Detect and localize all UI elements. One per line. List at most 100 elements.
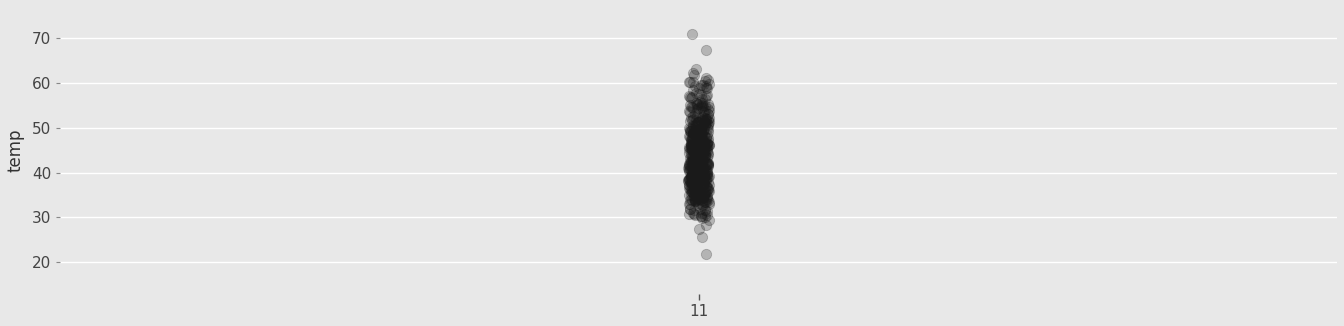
Point [685,149,707,155]
Point [685,123,707,128]
Point [684,160,706,165]
Point [692,145,714,150]
Point [694,171,715,176]
Point [680,189,702,194]
Point [681,141,703,146]
Point [680,105,702,110]
Point [689,166,711,171]
Point [681,137,703,142]
Point [687,140,708,145]
Point [696,171,718,177]
Point [683,155,704,160]
Point [681,31,703,37]
Point [689,136,711,141]
Point [689,191,711,196]
Point [680,129,702,134]
Point [681,136,703,141]
Point [684,184,706,189]
Point [694,140,715,145]
Point [689,140,711,145]
Point [681,179,703,184]
Point [684,130,706,135]
Point [688,126,710,132]
Point [688,126,710,132]
Point [698,122,719,127]
Point [692,118,714,123]
Point [689,156,711,162]
Point [683,190,704,196]
Point [698,201,719,206]
Point [681,135,703,141]
Point [698,77,719,82]
Point [694,172,715,178]
Point [684,173,706,178]
Point [683,207,704,213]
Point [685,143,707,148]
Point [698,143,719,148]
Point [696,155,718,160]
Point [695,139,716,144]
Point [684,179,706,184]
Point [681,104,703,109]
Point [679,109,700,114]
Point [694,182,715,187]
Point [688,195,710,200]
Point [680,115,702,121]
Point [696,199,718,204]
Point [689,182,711,187]
Point [689,198,711,203]
Point [688,137,710,142]
Point [696,168,718,173]
Point [698,180,719,185]
Point [691,100,712,106]
Point [689,163,711,168]
Point [679,150,700,156]
Point [689,148,711,154]
Point [679,167,700,172]
Point [696,126,718,131]
Point [688,152,710,157]
Point [691,181,712,186]
Point [696,252,718,257]
Point [689,149,711,154]
Point [685,197,707,202]
Point [689,192,711,198]
Point [680,196,702,201]
Point [688,146,710,151]
Point [696,141,718,146]
Point [694,144,715,149]
Point [684,127,706,133]
Point [692,164,714,170]
Point [691,149,712,154]
Point [680,150,702,156]
Point [687,182,708,187]
Point [685,136,707,141]
Point [694,121,715,126]
Point [683,172,704,177]
Point [698,82,719,87]
Point [694,189,715,195]
Point [696,140,718,145]
Point [684,112,706,117]
Point [695,85,716,90]
Point [696,142,718,147]
Point [688,91,710,96]
Point [692,115,714,120]
Point [683,143,704,149]
Point [696,116,718,121]
Point [681,190,703,195]
Point [684,197,706,202]
Point [677,192,699,197]
Point [680,173,702,178]
Point [681,136,703,141]
Point [680,103,702,108]
Point [688,138,710,143]
Point [687,155,708,160]
Point [698,106,719,111]
Point [695,215,716,220]
Point [681,94,703,99]
Point [691,162,712,167]
Point [684,122,706,127]
Point [698,119,719,124]
Point [692,150,714,156]
